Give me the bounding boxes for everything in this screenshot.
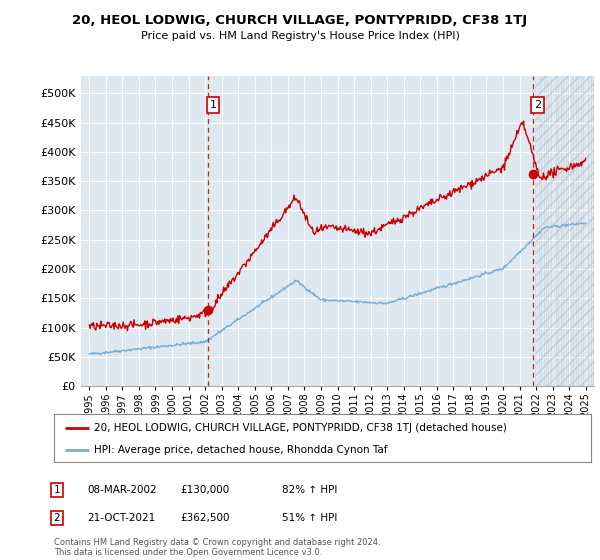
Text: 82% ↑ HPI: 82% ↑ HPI (282, 485, 337, 495)
Text: 2: 2 (53, 513, 61, 523)
Text: 21-OCT-2021: 21-OCT-2021 (87, 513, 155, 523)
Text: 1: 1 (209, 100, 217, 110)
Text: 1: 1 (53, 485, 61, 495)
Text: £362,500: £362,500 (180, 513, 229, 523)
Text: 2: 2 (534, 100, 541, 110)
Text: Contains HM Land Registry data © Crown copyright and database right 2024.
This d: Contains HM Land Registry data © Crown c… (54, 538, 380, 557)
Text: Price paid vs. HM Land Registry's House Price Index (HPI): Price paid vs. HM Land Registry's House … (140, 31, 460, 41)
Text: 51% ↑ HPI: 51% ↑ HPI (282, 513, 337, 523)
Text: 20, HEOL LODWIG, CHURCH VILLAGE, PONTYPRIDD, CF38 1TJ (detached house): 20, HEOL LODWIG, CHURCH VILLAGE, PONTYPR… (94, 423, 507, 433)
Text: 08-MAR-2002: 08-MAR-2002 (87, 485, 157, 495)
Text: £130,000: £130,000 (180, 485, 229, 495)
Text: 20, HEOL LODWIG, CHURCH VILLAGE, PONTYPRIDD, CF38 1TJ: 20, HEOL LODWIG, CHURCH VILLAGE, PONTYPR… (73, 14, 527, 27)
Text: HPI: Average price, detached house, Rhondda Cynon Taf: HPI: Average price, detached house, Rhon… (94, 445, 388, 455)
